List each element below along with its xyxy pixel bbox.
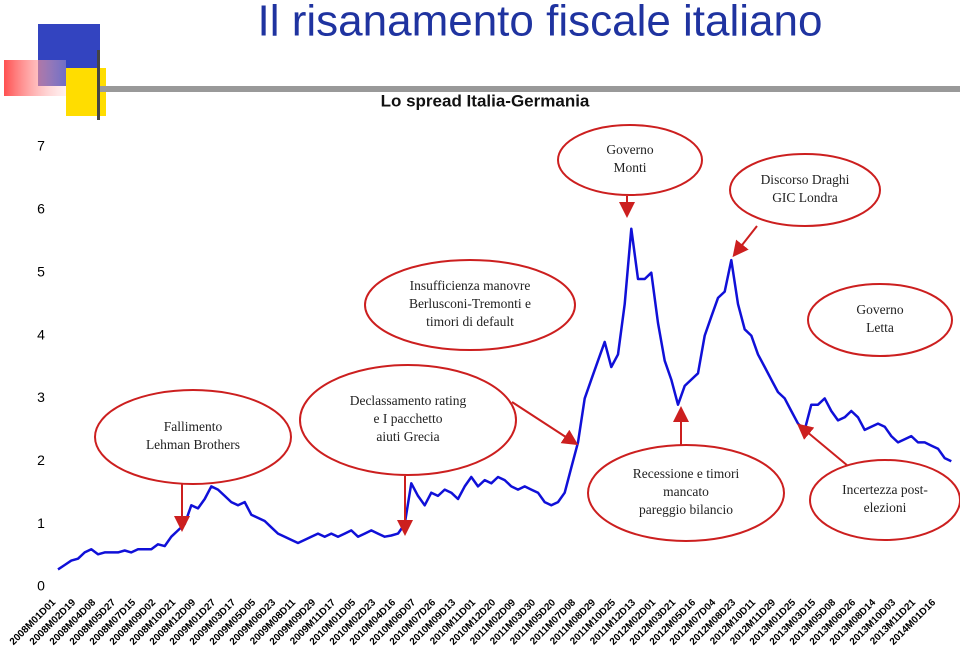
annotation-arrow — [732, 225, 758, 258]
annotation-text: Berlusconi-Tremonti e — [409, 296, 531, 311]
annotation-text: Monti — [613, 160, 646, 175]
y-tick-label: 3 — [37, 389, 45, 405]
annotation-ellipse — [809, 459, 960, 541]
annotation-text: Fallimento — [164, 419, 223, 434]
annotation-ellipse — [557, 124, 703, 196]
annotation-text: Declassamento rating — [350, 393, 467, 408]
decor-line — [97, 50, 100, 120]
y-tick-label: 0 — [37, 578, 45, 594]
annotation-text: mancato — [663, 484, 709, 499]
y-tick-label: 5 — [37, 263, 45, 279]
annotation-text: GIC Londra — [772, 190, 838, 205]
annotation-text: pareggio bilancio — [639, 502, 733, 517]
annotation-ellipse — [587, 444, 785, 542]
annotation-text: aiuti Grecia — [376, 429, 439, 444]
y-tick-label: 6 — [37, 201, 45, 217]
annotation-text: Lehman Brothers — [146, 437, 240, 452]
annotation-text: Recessione e timori — [633, 466, 740, 481]
chart-title: Lo spread Italia-Germania — [381, 91, 590, 110]
slide-title: Il risanamento fiscale italiano — [258, 0, 823, 46]
annotation-text: Insufficienza manovre — [410, 278, 531, 293]
annotation-text: Governo — [606, 142, 653, 157]
annotation-text: e I pacchetto — [374, 411, 443, 426]
annotation-arrow — [796, 423, 849, 467]
annotation-text: timori di default — [426, 314, 514, 329]
y-tick-label: 2 — [37, 452, 45, 468]
annotation-text: Governo — [856, 302, 903, 317]
y-tick-label: 4 — [37, 326, 45, 342]
annotations: Governo Monti Discorso Draghi GIC Londra Ins… — [94, 124, 960, 542]
annotation-text: elezioni — [864, 500, 907, 515]
annotation-ellipse — [807, 283, 953, 357]
annotation-ellipse — [299, 364, 517, 476]
title-rule — [100, 86, 960, 92]
annotation-text: Letta — [866, 320, 894, 335]
annotation-ellipse — [94, 389, 292, 485]
annotation-ellipse — [729, 153, 881, 227]
decor-square — [4, 60, 66, 96]
annotation-text: Incertezza post- — [842, 482, 928, 497]
annotation-text: Discorso Draghi — [761, 172, 850, 187]
annotation-ellipse — [364, 259, 576, 351]
y-tick-label: 1 — [37, 515, 45, 531]
annotation-arrow — [511, 401, 579, 446]
y-tick-label: 7 — [37, 138, 45, 154]
